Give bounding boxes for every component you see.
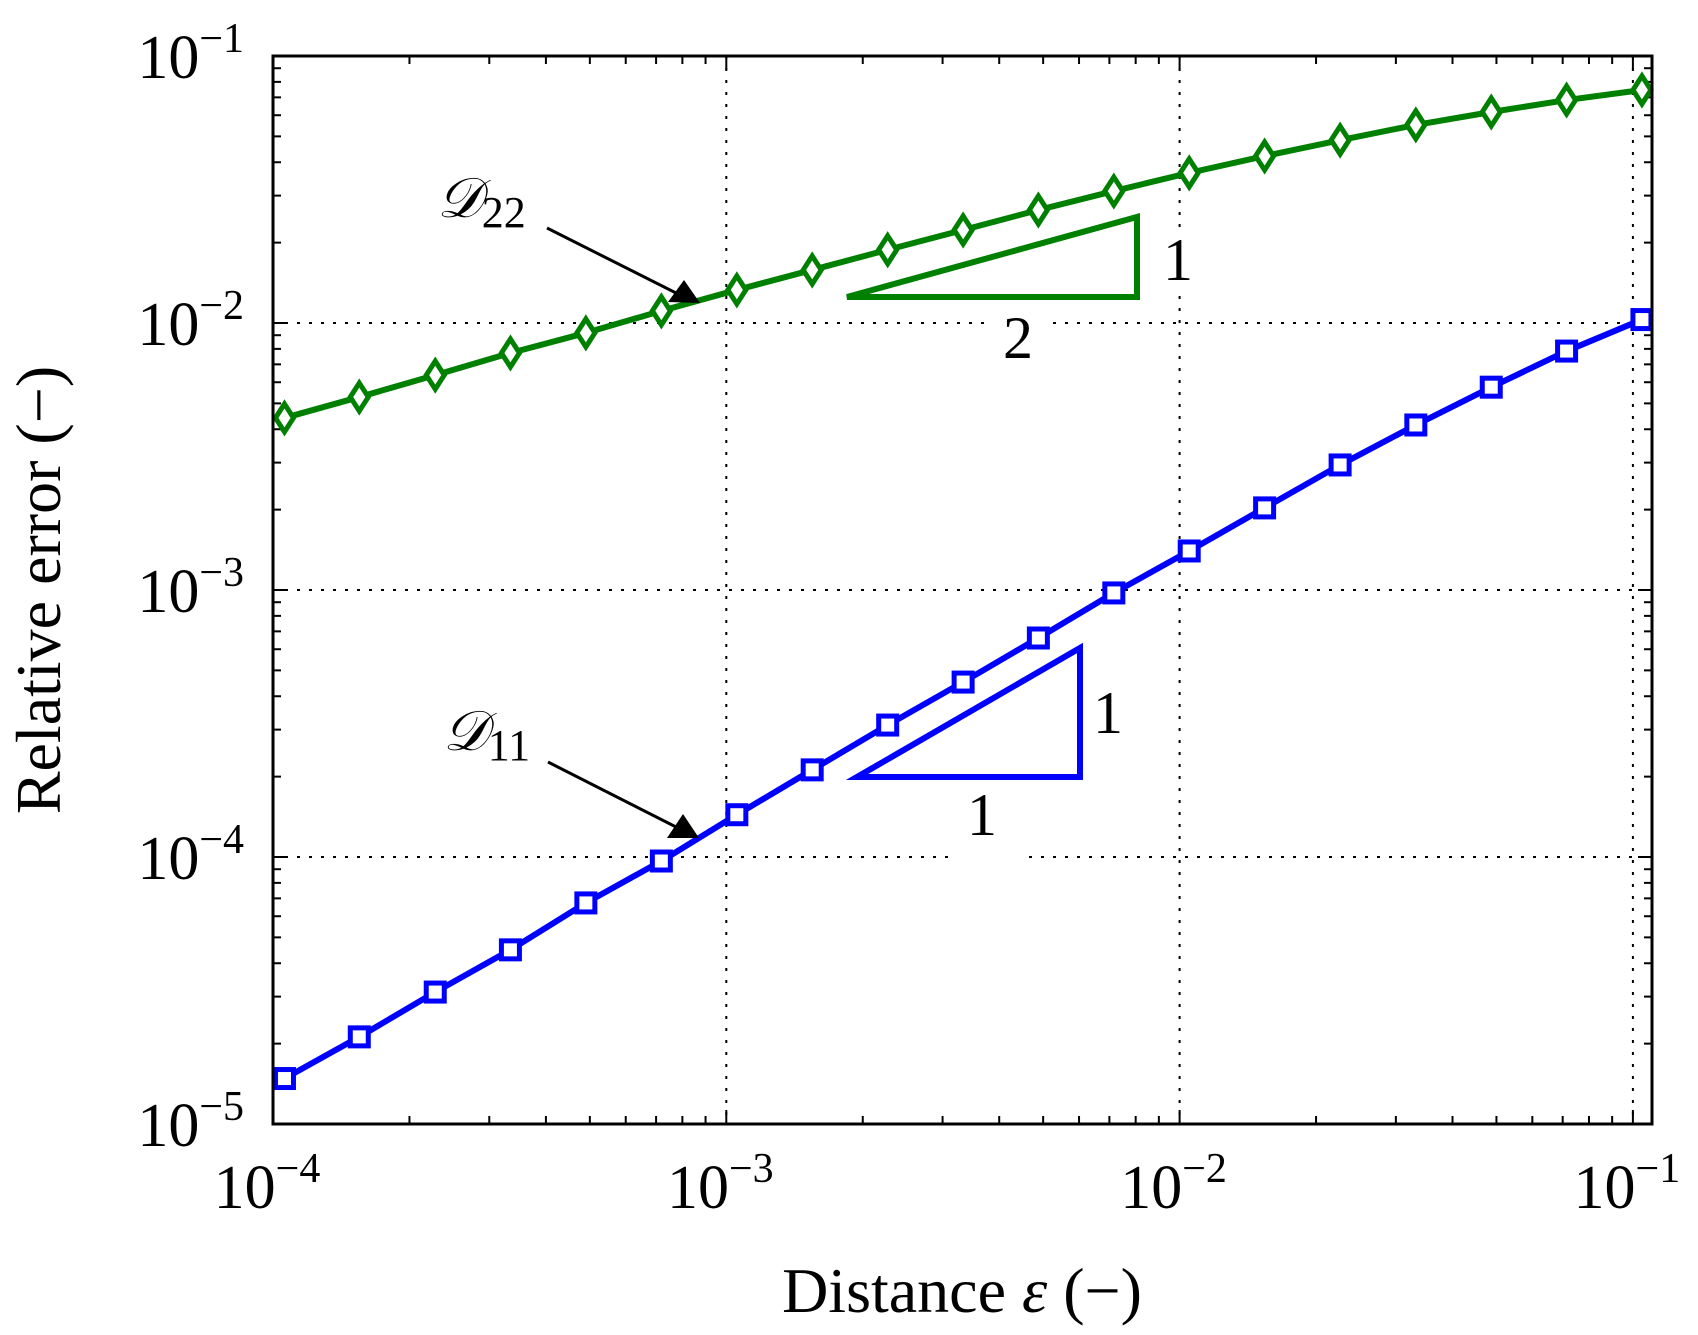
- d22-label-sub: 22: [482, 188, 526, 237]
- y-tick-label: 10−2: [137, 283, 244, 359]
- arrowhead-icon: [667, 814, 699, 838]
- diamond-marker-icon: [1479, 93, 1504, 131]
- diamond-marker-icon: [272, 399, 297, 437]
- square-marker-icon: [498, 938, 522, 962]
- square-marker-icon: [1555, 339, 1579, 363]
- slope-rise-label-d11: 1: [1093, 680, 1123, 746]
- slope-triangle-d22: 1 2: [846, 213, 1200, 371]
- x-tick-label: 10−1: [1574, 1146, 1681, 1222]
- data-series: [272, 71, 1654, 1091]
- plot-frame: [271, 54, 1654, 1126]
- series-line: [283, 316, 1644, 1082]
- x-axis-title-symbol: ε: [1022, 1255, 1048, 1326]
- y-axis-title: Relative error (−): [3, 366, 74, 814]
- diamond-marker-icon: [347, 378, 372, 416]
- annotation-d22: 𝒟22: [437, 168, 700, 303]
- series-d22: [272, 71, 1654, 437]
- x-axis-title-unit: (−): [1047, 1255, 1142, 1326]
- y-tick-label: 10−4: [137, 817, 244, 893]
- diamond-marker-icon: [1177, 154, 1202, 192]
- tick-labels: 10−4 10−3 10−2 10−110−110−210−310−410−5: [137, 16, 1680, 1222]
- diamond-marker-icon: [724, 271, 749, 309]
- square-marker-icon: [423, 980, 447, 1004]
- diamond-marker-icon: [1252, 137, 1277, 175]
- square-marker-icon: [1253, 496, 1277, 520]
- diamond-marker-icon: [800, 251, 825, 289]
- diamond-marker-icon: [649, 292, 674, 330]
- diamond-marker-icon: [423, 356, 448, 394]
- y-tick-label: 10−5: [137, 1084, 244, 1160]
- diamond-marker-icon: [1026, 191, 1051, 229]
- square-marker-icon: [1630, 308, 1654, 332]
- y-tick-label: 10−1: [137, 16, 244, 92]
- square-marker-icon: [574, 891, 598, 915]
- square-marker-icon: [800, 758, 824, 782]
- slope-triangle-d11: 1 1: [845, 642, 1123, 862]
- d11-label-sub: 11: [488, 721, 530, 770]
- square-marker-icon: [1102, 581, 1126, 605]
- annotation-d11: 𝒟11: [443, 701, 699, 838]
- diamond-marker-icon: [875, 231, 900, 269]
- square-marker-icon: [725, 803, 749, 827]
- x-tick-label: 10−2: [1120, 1146, 1227, 1222]
- square-marker-icon: [347, 1025, 371, 1049]
- arrowhead-icon: [668, 280, 700, 303]
- square-marker-icon: [951, 670, 975, 694]
- diamond-marker-icon: [1328, 121, 1353, 159]
- slope-run-label-d11: 1: [967, 782, 997, 848]
- diamond-marker-icon: [1403, 106, 1428, 144]
- diamond-marker-icon: [1629, 71, 1654, 109]
- square-marker-icon: [1404, 413, 1428, 437]
- diamond-marker-icon: [498, 334, 523, 372]
- slope-run-label-d22: 2: [1003, 305, 1033, 371]
- diamond-marker-icon: [1101, 172, 1126, 210]
- x-axis-title: Distance ε (−): [782, 1255, 1142, 1326]
- slope-triangle-d11-shape: [845, 642, 1083, 780]
- square-marker-icon: [876, 713, 900, 737]
- slope-rise-label-d22: 1: [1163, 227, 1193, 293]
- svg-text:𝒟22: 𝒟22: [437, 168, 526, 237]
- square-marker-icon: [1177, 539, 1201, 563]
- diamond-marker-icon: [951, 211, 976, 249]
- square-marker-icon: [272, 1067, 296, 1091]
- square-marker-icon: [1479, 375, 1503, 399]
- slope-triangle-d22-shape: [846, 213, 1140, 300]
- x-axis-title-text: Distance: [782, 1255, 1022, 1326]
- square-marker-icon: [1026, 626, 1050, 650]
- diamond-marker-icon: [573, 314, 598, 352]
- series-line: [283, 87, 1643, 421]
- x-tick-label: 10−4: [214, 1146, 321, 1222]
- grid-lines: [273, 56, 1652, 1124]
- series-d11: [272, 308, 1654, 1091]
- square-marker-icon: [649, 849, 673, 873]
- y-tick-label: 10−3: [137, 550, 244, 626]
- svg-text:𝒟11: 𝒟11: [443, 701, 530, 770]
- square-marker-icon: [1328, 453, 1352, 477]
- x-tick-label: 10−3: [667, 1146, 774, 1222]
- diamond-marker-icon: [1554, 81, 1579, 119]
